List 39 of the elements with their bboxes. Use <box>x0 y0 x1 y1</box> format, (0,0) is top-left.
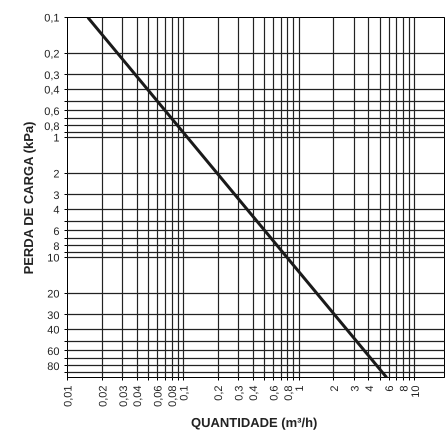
y-tick-label: 0,8 <box>44 120 60 133</box>
y-tick-label: 2 <box>53 168 60 181</box>
y-tick-label: 0,3 <box>44 70 60 82</box>
x-tick-label: 0,04 <box>132 385 144 407</box>
y-tick-label: 1 <box>53 132 60 144</box>
x-tick-label: 0,03 <box>118 385 130 407</box>
x-tick-label: 0,2 <box>213 385 226 401</box>
x-tick-label: 3 <box>349 385 362 392</box>
x-tick-label: 0,4 <box>248 385 260 401</box>
x-tick-label: 0,06 <box>152 385 165 407</box>
x-tick-label: 10 <box>410 385 422 398</box>
x-tick-label: 0,08 <box>167 385 180 407</box>
x-tick-label: 0,6 <box>268 385 280 401</box>
y-tick-label: 0,6 <box>44 106 60 118</box>
x-axis-title: QUANTIDADE (m³/h) <box>191 414 318 430</box>
y-tick-label: 4 <box>53 204 60 217</box>
y-tick-label: 10 <box>47 252 60 264</box>
x-tick-label: 6 <box>384 385 396 392</box>
y-tick-label: 80 <box>47 360 60 373</box>
y-tick-label: 20 <box>47 288 60 301</box>
y-tick-label: 6 <box>53 226 60 238</box>
x-tick-label: 1 <box>294 385 306 392</box>
y-tick-label: 8 <box>53 240 60 253</box>
y-tick-label: 0,4 <box>44 84 60 97</box>
y-tick-label: 40 <box>47 324 60 337</box>
x-tick-label: 2 <box>328 385 341 392</box>
y-axis-title: PERDA DE CARGA (kPa) <box>21 122 36 274</box>
x-tick-label: 4 <box>364 385 376 392</box>
y-tick-label: 60 <box>47 346 60 358</box>
x-tick-label: 8 <box>398 385 411 392</box>
x-tick-label: 0,8 <box>282 385 295 401</box>
x-tick-label: 0,02 <box>97 385 110 407</box>
y-tick-label: 3 <box>53 190 60 202</box>
y-tick-label: 0,1 <box>44 12 60 24</box>
y-tick-label: 0,2 <box>44 48 60 61</box>
x-tick-label: 0,01 <box>62 385 74 407</box>
y-tick-label: 30 <box>47 310 60 322</box>
x-tick-label: 0,1 <box>178 385 190 401</box>
x-tick-label: 0,3 <box>234 385 246 401</box>
